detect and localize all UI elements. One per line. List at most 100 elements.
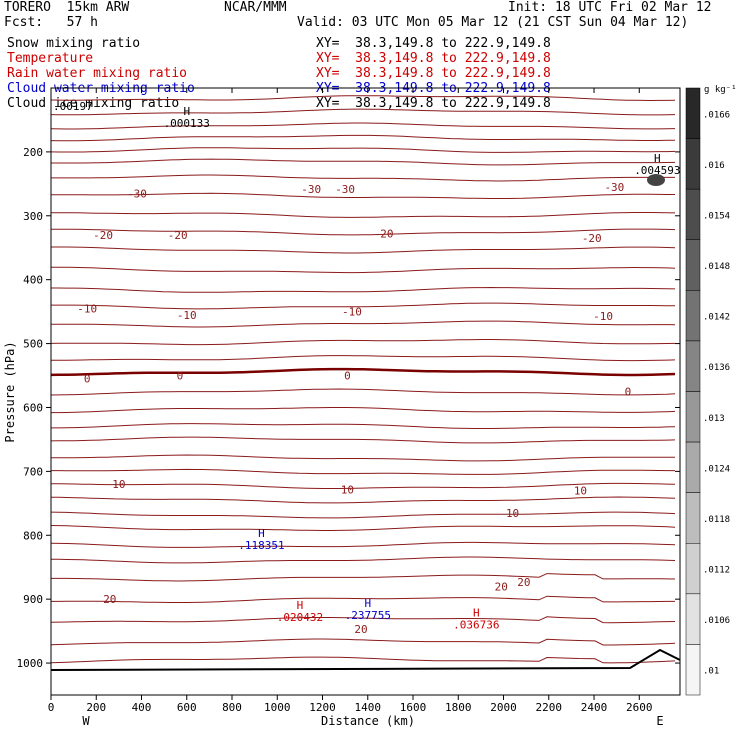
temperature-contour-label: -30 xyxy=(604,181,624,194)
colorbar-tick-label: .0124 xyxy=(703,464,730,474)
field-name-cloud-water: Cloud water mixing ratio xyxy=(7,81,195,96)
colorbar-unit: g kg⁻¹ xyxy=(704,85,737,95)
valid-time: Valid: 03 UTC Mon 05 Mar 12 (21 CST Sun … xyxy=(297,15,689,30)
temperature-contour-label: 0 xyxy=(344,370,351,383)
isotherm-line xyxy=(51,573,676,582)
colorbar-segment xyxy=(685,441,701,493)
isotherm-line xyxy=(50,134,676,142)
snow-maximum-blob xyxy=(647,174,665,186)
isotherm-line xyxy=(50,656,676,664)
field-name-temperature: Temperature xyxy=(7,51,94,66)
temperature-contour-label: 20 xyxy=(354,623,367,636)
field-name-rain: Rain water mixing ratio xyxy=(7,66,188,81)
isotherm-line xyxy=(50,616,676,624)
y-tick-label: 1000 xyxy=(17,657,44,670)
isotherm-line xyxy=(51,407,676,414)
maximum-h-marker: H xyxy=(654,152,661,165)
temperature-contour-label: -20 xyxy=(93,229,113,242)
temperature-contour-label: -30 xyxy=(301,183,321,196)
colorbar-tick-label: .0118 xyxy=(703,515,730,525)
colorbar-tick-label: .013 xyxy=(703,414,725,424)
isotherm-line xyxy=(50,638,676,646)
isotherm-line xyxy=(50,147,676,153)
temperature-contour-label: 20 xyxy=(495,580,508,593)
field-xy-rain: XY= 38.3,149.8 to 222.9,149.8 xyxy=(316,66,551,81)
isotherm-line xyxy=(51,212,676,218)
colorbar-tick-label: .016 xyxy=(703,161,725,171)
isotherm-line xyxy=(50,525,676,531)
temperature-contour-label: 10 xyxy=(574,485,587,498)
colorbar-segment xyxy=(685,644,701,696)
y-tick-label: 200 xyxy=(23,146,43,159)
y-tick-label: 600 xyxy=(23,401,43,414)
isotherm-line xyxy=(51,192,675,199)
isotherm-line xyxy=(51,158,676,166)
isotherm-line xyxy=(50,496,676,504)
maximum-h-marker: H xyxy=(258,527,265,540)
colorbar-tick-label: .01 xyxy=(703,667,719,677)
temperature-contours xyxy=(50,95,681,671)
x-tick-label: 800 xyxy=(222,701,242,714)
x-tick-label: 2600 xyxy=(626,701,653,714)
maximum-value-label: .000133 xyxy=(164,117,210,130)
colorbar-tick-label: .0166 xyxy=(703,110,730,120)
x-tick-label: 2000 xyxy=(490,701,517,714)
colorbar-tick-label: .0148 xyxy=(703,262,730,272)
isotherm-line xyxy=(50,339,676,346)
colorbar: .0166 .016 .0154 .0148 .0142 .0136 .013 .0124 .0… xyxy=(685,87,730,696)
temperature-contour-label: -20 xyxy=(582,232,602,245)
field-xy-cloud-ice: XY= 38.3,149.8 to 222.9,149.8 xyxy=(316,96,551,111)
isotherm-line xyxy=(51,320,676,328)
maximum-value-label: .118351 xyxy=(238,539,284,552)
isotherm-line xyxy=(51,595,675,603)
maximum-value-label: .036736 xyxy=(453,619,499,632)
x-tick-label: 2400 xyxy=(581,701,608,714)
colorbar-tick-label: .0112 xyxy=(703,566,730,576)
east-label: E xyxy=(656,714,663,728)
isotherm-line xyxy=(50,95,676,102)
maximum-value-label: .237755 xyxy=(345,609,391,622)
colorbar-segment xyxy=(685,492,701,544)
temperature-contour-label: 0 xyxy=(625,386,632,399)
maxima-markers: H.000133H.004593H.118351H.237755H.020432… xyxy=(53,100,681,632)
temperature-contour-label: 20 xyxy=(517,576,530,589)
isotherm-line xyxy=(51,556,676,564)
isotherm-line xyxy=(51,228,676,236)
temperature-contour-label: -10 xyxy=(593,310,613,323)
colorbar-segment xyxy=(685,593,701,645)
isotherm-line xyxy=(51,174,675,182)
temperature-contour-label: -10 xyxy=(342,306,362,319)
init-time: Init: 18 UTC Fri 02 Mar 12 xyxy=(508,0,712,15)
maximum-value-label: .020432 xyxy=(277,611,323,624)
isotherm-line xyxy=(50,482,676,489)
isotherm-line xyxy=(50,541,676,548)
colorbar-segment xyxy=(685,290,701,342)
y-tick-label: 900 xyxy=(23,593,43,606)
forecast-hour: Fcst: 57 h xyxy=(4,15,98,30)
temperature-contour-label: 10 xyxy=(506,507,519,520)
temperature-contour-label: -20 xyxy=(374,228,394,241)
y-tick-label: 700 xyxy=(23,465,43,478)
isotherm-line xyxy=(50,436,676,444)
isotherm-line xyxy=(51,468,675,475)
center-title: NCAR/MMM xyxy=(224,0,287,15)
x-tick-label: 400 xyxy=(132,701,152,714)
isotherm-line xyxy=(50,367,676,377)
colorbar-segment xyxy=(685,188,701,241)
colorbar-segment xyxy=(685,239,701,291)
y-tick-label: 300 xyxy=(23,210,43,223)
x-tick-label: 1200 xyxy=(309,701,336,714)
x-tick-label: 1600 xyxy=(400,701,427,714)
x-tick-label: 0 xyxy=(48,701,55,714)
colorbar-tick-label: .0106 xyxy=(703,616,730,626)
x-tick-label: 2200 xyxy=(536,701,563,714)
colorbar-segment xyxy=(685,87,701,139)
temperature-contour-label: 0 xyxy=(177,370,184,383)
isotherm-line xyxy=(51,246,676,254)
contour-labels: -30 -30 -30 -30 -20 -20 -20 -20 -10 -10 -10 -10 0 0 0 0… xyxy=(77,181,631,636)
y-axis-label: Pressure (hPa) xyxy=(3,341,17,442)
isotherm-line xyxy=(51,454,675,462)
x-tick-label: 200 xyxy=(86,701,106,714)
